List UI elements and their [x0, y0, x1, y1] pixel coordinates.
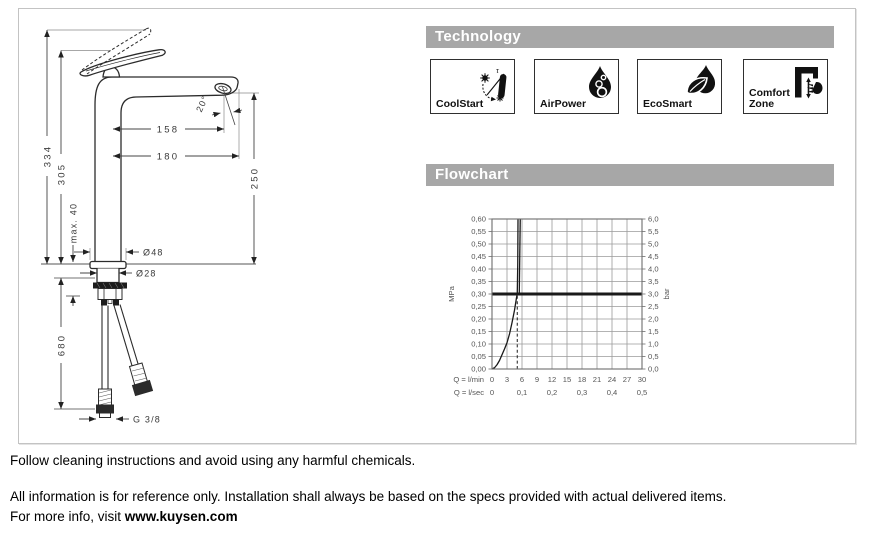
svg-text:MPa: MPa [447, 285, 456, 301]
svg-text:3,0: 3,0 [648, 290, 659, 299]
badge-comfortzone: Comfort Zone [743, 59, 828, 114]
dim-outlet-angle: 20° [194, 94, 210, 114]
badge-airpower: AirPower [534, 59, 619, 114]
dim-height-to-lever: 305 [57, 163, 68, 185]
svg-text:9: 9 [535, 375, 539, 384]
svg-text:0,40: 0,40 [471, 265, 486, 274]
flow-curve-upper [518, 218, 521, 296]
svg-text:5,0: 5,0 [648, 240, 659, 249]
supply-hoses [96, 304, 154, 418]
dimension-labels: 334 305 max. 40 680 250 158 180 20° Ø48 … [43, 94, 261, 425]
svg-text:bar: bar [662, 288, 671, 299]
svg-text:0: 0 [490, 388, 494, 397]
svg-text:0,45: 0,45 [471, 252, 486, 261]
more-info-line: For more info, visit www.kuysen.com [10, 509, 238, 524]
svg-text:0,0: 0,0 [648, 365, 659, 374]
badge-label: AirPower [540, 97, 587, 110]
faucet-body [79, 27, 239, 284]
svg-text:27: 27 [623, 375, 631, 384]
comfortzone-icon [795, 67, 823, 99]
svg-text:0,1: 0,1 [517, 388, 528, 397]
badge-label: EcoSmart [643, 97, 693, 110]
svg-text:0,2: 0,2 [547, 388, 558, 397]
website-url: www.kuysen.com [124, 509, 238, 524]
svg-text:4,5: 4,5 [648, 252, 659, 261]
dim-connection-thread: G 3/8 [133, 415, 161, 425]
lever-raised-dashed [81, 27, 152, 75]
svg-text:6,0: 6,0 [648, 215, 659, 224]
svg-text:24: 24 [608, 375, 616, 384]
coolstart-icon: τ [480, 66, 507, 102]
svg-text:0,00: 0,00 [471, 365, 486, 374]
svg-text:0,35: 0,35 [471, 277, 486, 286]
dim-reach-aerator: 158 [157, 125, 179, 136]
flow-rate-chart: 0,000,050,100,150,200,250,300,350,400,45… [447, 215, 671, 397]
svg-text:21: 21 [593, 375, 601, 384]
lever-handle [79, 49, 166, 77]
reference-lines [47, 29, 259, 260]
svg-text:6: 6 [520, 375, 524, 384]
dimension-lines [44, 30, 257, 422]
base-plate [89, 260, 127, 270]
svg-text:0,05: 0,05 [471, 352, 486, 361]
svg-text:1,5: 1,5 [648, 327, 659, 336]
body-outline [94, 76, 239, 264]
shank [96, 268, 120, 284]
svg-text:1,0: 1,0 [648, 340, 659, 349]
svg-text:Q = l/min: Q = l/min [453, 375, 484, 384]
svg-text:15: 15 [563, 375, 571, 384]
svg-text:0: 0 [490, 375, 494, 384]
svg-text:0,20: 0,20 [471, 315, 486, 324]
svg-text:0,10: 0,10 [471, 340, 486, 349]
svg-text:τ: τ [496, 66, 500, 75]
svg-text:12: 12 [548, 375, 556, 384]
svg-text:4,0: 4,0 [648, 265, 659, 274]
svg-text:3: 3 [505, 375, 509, 384]
disclaimer: All information is for reference only. I… [10, 487, 726, 527]
dim-total-height: 334 [43, 145, 54, 167]
svg-text:0,60: 0,60 [471, 215, 486, 224]
svg-text:0,55: 0,55 [471, 227, 486, 236]
ecosmart-icon [686, 65, 716, 95]
dim-shank-diameter: Ø28 [136, 269, 157, 279]
dim-hose-length: 680 [57, 334, 68, 356]
svg-text:2,0: 2,0 [648, 315, 659, 324]
disclaimer-line: All information is for reference only. I… [10, 489, 727, 504]
spec-panel: 334 305 max. 40 680 250 158 180 20° Ø48 … [18, 8, 856, 444]
airpower-icon [589, 66, 611, 98]
svg-text:0,3: 0,3 [577, 388, 588, 397]
svg-text:0,30: 0,30 [471, 290, 486, 299]
svg-text:0,4: 0,4 [607, 388, 618, 397]
dim-spout-height: 250 [250, 167, 261, 189]
dim-total-reach: 180 [157, 152, 179, 163]
svg-text:2,5: 2,5 [648, 302, 659, 311]
mounting-hardware [93, 282, 127, 306]
badge-ecosmart: EcoSmart [637, 59, 722, 114]
svg-text:0,15: 0,15 [471, 327, 486, 336]
technology-header: Technology [426, 26, 834, 48]
svg-text:0,50: 0,50 [471, 240, 486, 249]
faucet-technical-drawing: 334 305 max. 40 680 250 158 180 20° Ø48 … [41, 27, 261, 425]
badge-label: Comfort Zone [749, 87, 790, 110]
svg-text:0,25: 0,25 [471, 302, 486, 311]
svg-text:30: 30 [638, 375, 646, 384]
svg-text:0,5: 0,5 [648, 352, 659, 361]
svg-text:5,5: 5,5 [648, 227, 659, 236]
svg-text:3,5: 3,5 [648, 277, 659, 286]
badge-label: CoolStart [436, 97, 484, 110]
svg-text:0,5: 0,5 [637, 388, 648, 397]
flowchart-header: Flowchart [426, 164, 834, 186]
dim-base-diameter: Ø48 [143, 248, 164, 258]
svg-text:18: 18 [578, 375, 586, 384]
svg-text:Q = l/sec: Q = l/sec [454, 388, 484, 397]
badge-coolstart: τ CoolStart [430, 59, 515, 114]
dim-max-thickness: max. 40 [69, 203, 79, 243]
cleaning-note: Follow cleaning instructions and avoid u… [10, 453, 416, 468]
